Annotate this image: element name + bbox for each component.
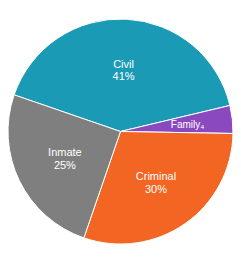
labels: Civil41% Family₄ Criminal30% Inmate25% [48, 57, 204, 194]
category-label: Family [171, 119, 200, 130]
slice-label: Criminal30% [136, 170, 176, 195]
value-label: 41% [113, 70, 135, 82]
category-label: Civil [113, 57, 134, 69]
value-label: 25% [54, 159, 76, 171]
slice [121, 105, 234, 133]
value-label: 30% [145, 183, 167, 195]
slice-label: Family₄ [171, 119, 205, 130]
slice-label: Inmate25% [48, 146, 82, 171]
slices [8, 19, 233, 244]
slice [8, 95, 121, 238]
value-label: ₄ [200, 119, 204, 130]
chart: Civil41% Family₄ Criminal30% Inmate25% [0, 0, 241, 263]
pie: Civil41% Family₄ Criminal30% Inmate25% [8, 19, 233, 244]
category-label: Inmate [48, 146, 82, 158]
slice-label: Civil41% [113, 57, 135, 82]
category-label: Criminal [136, 170, 176, 182]
